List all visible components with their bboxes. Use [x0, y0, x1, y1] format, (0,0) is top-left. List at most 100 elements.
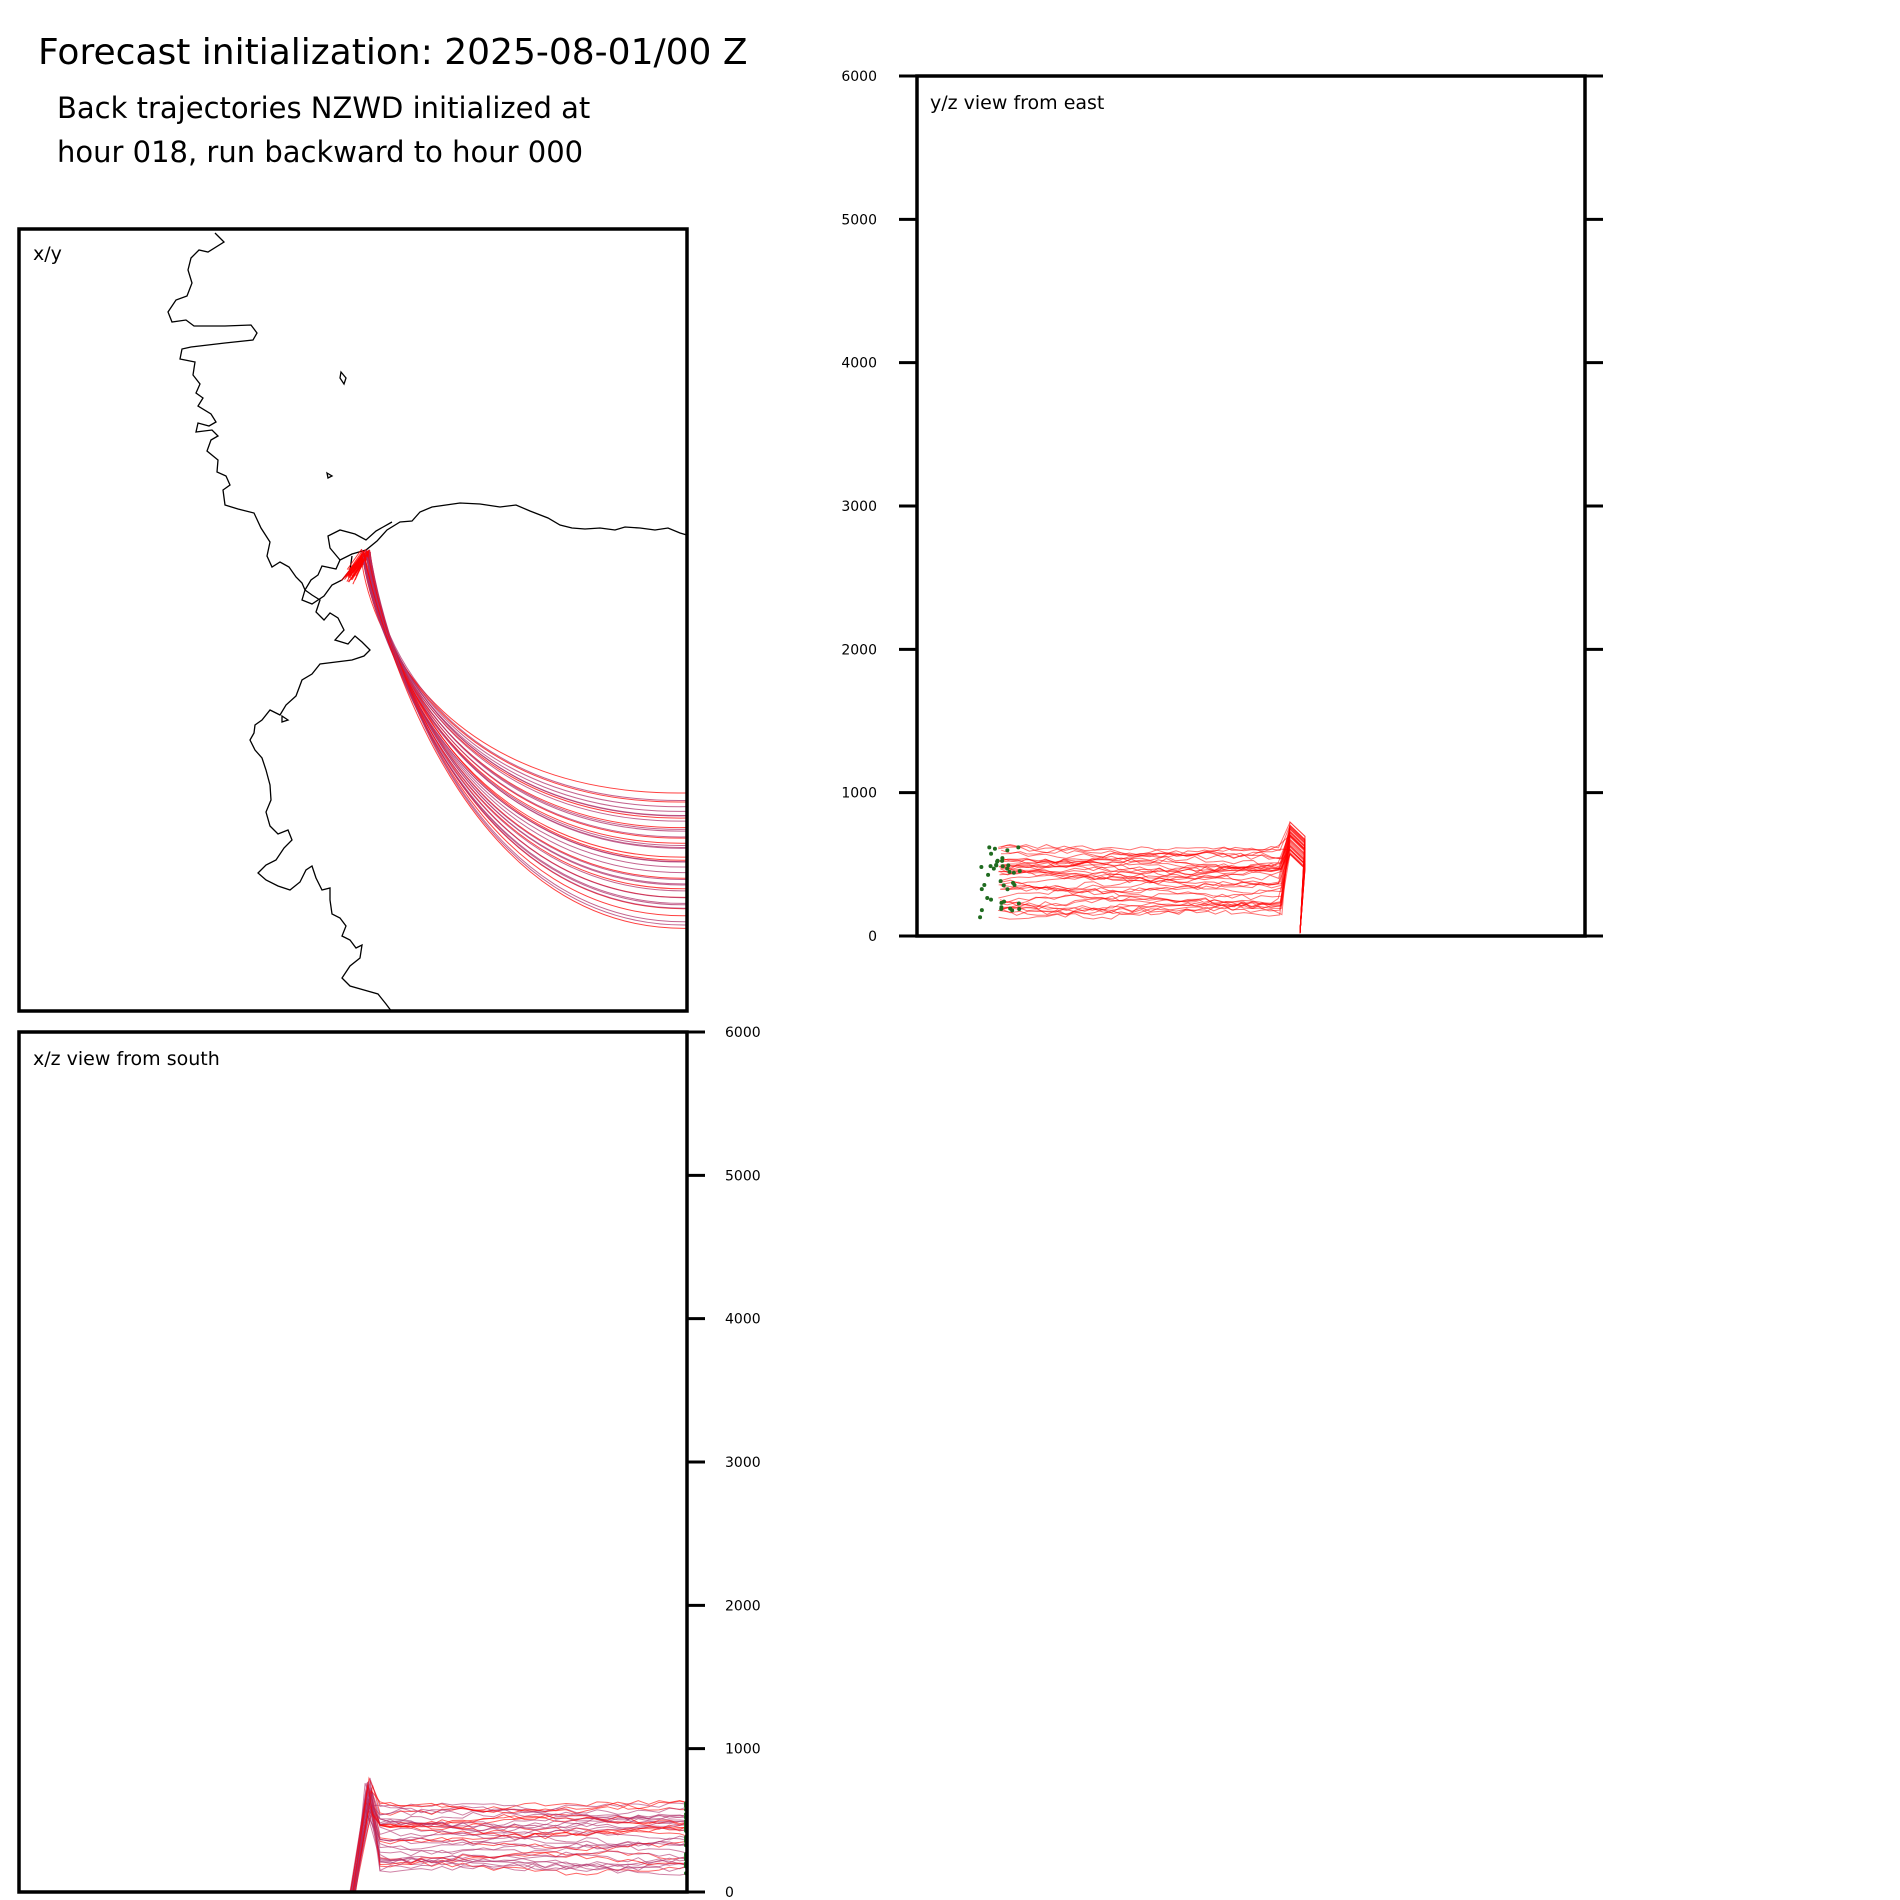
xy-trajectory-spur-38 — [351, 551, 370, 581]
xy-trajectory-27 — [363, 551, 687, 890]
yz-endpoint-5 — [979, 887, 984, 892]
coastline-island-1 — [339, 370, 347, 386]
yz-endpoint-12 — [979, 865, 984, 870]
xz-trajectory-11 — [350, 1806, 687, 1892]
yz-trajectory-11 — [1000, 849, 1306, 934]
xz-trajectory-30 — [353, 1809, 687, 1892]
xz-trajectory-15 — [350, 1795, 687, 1892]
yz-endpoint-8 — [1006, 863, 1011, 868]
xz-trajectory-23 — [350, 1777, 687, 1892]
yz-tick-label-5: 5000 — [841, 212, 877, 228]
xz-trajectory-32 — [352, 1804, 687, 1892]
yz-trajectory-15 — [999, 838, 1306, 934]
xy-frame — [17, 227, 689, 1013]
yz-trajectory-18 — [1000, 828, 1306, 934]
yz-endpoint-33 — [991, 866, 996, 871]
coastline-island-3 — [281, 714, 290, 723]
xz-frame — [17, 1030, 689, 1894]
yz-endpoint-34 — [1016, 901, 1021, 906]
xz-trajectory-36 — [350, 1784, 687, 1892]
figure-subtitle-line1: Back trajectories NZWD initialized at — [57, 91, 590, 125]
figure-title: Forecast initialization: 2025-08-01/00 Z — [38, 32, 748, 73]
yz-trajectory-38 — [999, 852, 1306, 934]
xy-trajectory-35 — [364, 550, 687, 909]
xy-trajectory-8 — [366, 553, 687, 822]
xy-trajectory-11 — [367, 551, 687, 832]
yz-trajectory-30 — [998, 853, 1306, 934]
yz-trajectory-33 — [999, 845, 1306, 934]
yz-endpoint-0 — [998, 879, 1003, 884]
yz-endpoint-7 — [1005, 866, 1010, 871]
xy-trajectory-1 — [369, 552, 687, 801]
xz-trajectory-33 — [353, 1800, 687, 1892]
yz-endpoint-3 — [1007, 869, 1012, 874]
yz-panel-label: y/z view from east — [930, 92, 1104, 114]
yz-endpoint-28 — [979, 908, 984, 913]
yz-tick-label-4: 4000 — [841, 356, 877, 372]
xz-trajectory-9 — [350, 1788, 687, 1892]
yz-endpoint-36 — [1017, 907, 1022, 912]
xz-trajectory-35 — [353, 1796, 687, 1892]
yz-trajectory-29 — [999, 830, 1306, 934]
xz-trajectory-34 — [351, 1796, 687, 1892]
xy-trajectory-38 — [368, 552, 687, 926]
yz-tick-label-6: 6000 — [841, 69, 877, 85]
xz-tick-label-3: 3000 — [725, 1455, 761, 1471]
xz-trajectory-28 — [354, 1792, 687, 1892]
yz-tick-label-1: 1000 — [841, 786, 877, 802]
xz-trajectory-14 — [351, 1809, 687, 1892]
yz-endpoints — [978, 845, 1022, 920]
yz-endpoint-39 — [987, 845, 992, 850]
coastline-bay — [301, 521, 393, 605]
yz-tick-label-3: 3000 — [841, 499, 877, 515]
yz-endpoint-14 — [999, 900, 1004, 905]
yz-endpoint-16 — [1001, 883, 1006, 888]
yz-frame — [915, 74, 1587, 938]
xy-trajectories — [340, 548, 687, 929]
xy-trajectory-spur-37 — [352, 549, 370, 578]
figure-subtitle-line2: hour 018, run backward to hour 000 — [57, 135, 583, 169]
yz-endpoint-18 — [989, 851, 994, 856]
xz-trajectory-39 — [352, 1776, 687, 1892]
yz-endpoint-24 — [1000, 864, 1005, 869]
xz-tick-label-0: 0 — [725, 1885, 734, 1900]
coastline-main — [167, 232, 687, 592]
xz-trajectory-25 — [354, 1795, 687, 1892]
yz-trajectory-32 — [1000, 848, 1306, 934]
xz-trajectory-37 — [351, 1800, 687, 1892]
coastline-south — [249, 589, 393, 1011]
xy-trajectory-33 — [369, 553, 687, 910]
xz-tick-label-1: 1000 — [725, 1742, 761, 1758]
xy-trajectory-spur-31 — [346, 548, 363, 570]
xz-trajectories — [349, 1776, 687, 1892]
yz-trajectory-39 — [1000, 821, 1306, 934]
yz-endpoint-32 — [994, 862, 999, 867]
xy-trajectory-19 — [361, 554, 687, 863]
xz-trajectory-17 — [351, 1791, 687, 1892]
yz-endpoint-25 — [1011, 880, 1016, 885]
yz-endpoint-35 — [995, 858, 1000, 863]
xy-trajectory-22 — [364, 556, 687, 868]
xy-trajectory-36 — [366, 550, 687, 917]
xy-trajectory-34 — [362, 554, 687, 904]
yz-endpoint-21 — [1011, 870, 1016, 875]
yz-endpoint-2 — [982, 882, 987, 887]
yz-tick-label-2: 2000 — [841, 642, 877, 658]
xz-trajectory-27 — [354, 1790, 687, 1892]
yz-endpoint-22 — [1005, 848, 1010, 853]
yz-endpoint-29 — [999, 905, 1004, 910]
xy-trajectory-20 — [362, 555, 687, 863]
xz-tick-label-4: 4000 — [725, 1312, 761, 1328]
yz-endpoint-31 — [986, 872, 991, 877]
yz-endpoint-30 — [1017, 869, 1022, 874]
xz-y-axis: 0 1000 2000 3000 4000 5000 6000 — [687, 1025, 761, 1900]
xz-trajectory-38 — [354, 1809, 687, 1892]
yz-trajectory-36 — [1000, 827, 1306, 934]
xz-tick-label-5: 5000 — [725, 1168, 761, 1184]
yz-trajectory-37 — [998, 843, 1306, 934]
yz-endpoint-20 — [988, 864, 993, 869]
xz-trajectory-18 — [354, 1785, 687, 1892]
yz-trajectory-34 — [999, 839, 1306, 934]
xy-trajectory-spur-27 — [347, 551, 365, 576]
